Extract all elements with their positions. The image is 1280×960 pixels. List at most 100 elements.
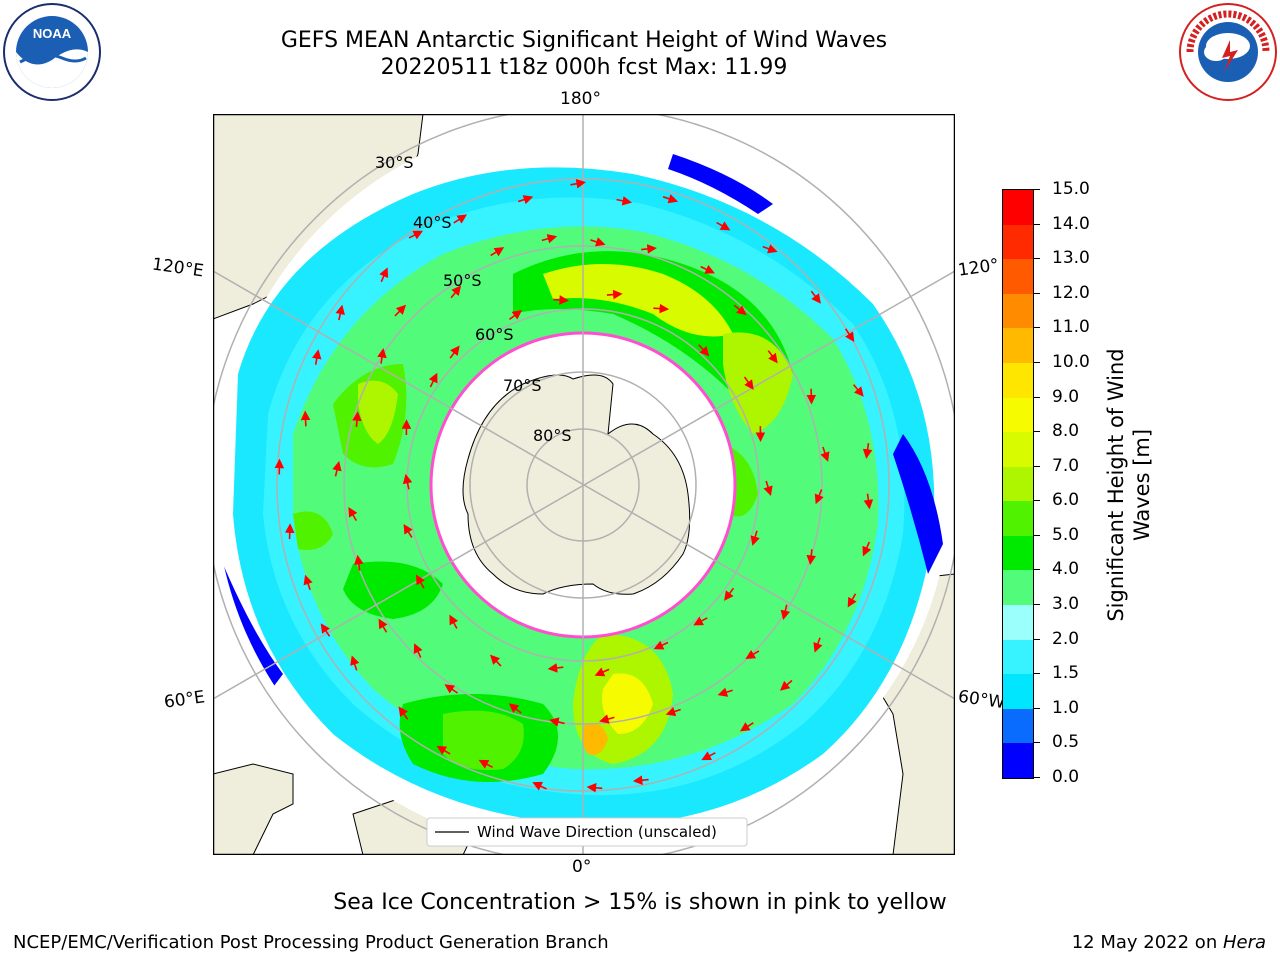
colorbar-tick-label: 8.0 (1034, 421, 1079, 441)
colorbar-tick-label: 15.0 (1034, 179, 1090, 199)
colorbar-segment (1003, 258, 1033, 294)
wave-arrow (863, 493, 874, 510)
wave-arrow (653, 640, 669, 650)
colorbar-tick-label: 1.5 (1034, 663, 1079, 683)
chart-title-line1: GEFS MEAN Antarctic Significant Height o… (280, 28, 888, 53)
wave-arrow (852, 384, 864, 397)
colorbar-segment (1003, 673, 1033, 709)
wave-arrow (700, 264, 715, 274)
wave-arrow (508, 703, 522, 714)
wave-arrow (311, 349, 322, 365)
colorbar-segment (1003, 535, 1033, 571)
colorbar-segment (1003, 569, 1033, 606)
colorbar-segment (1003, 466, 1033, 502)
wave-arrow (606, 289, 623, 300)
colorbar-tick-label: 4.0 (1034, 559, 1079, 579)
lon-label-upper-right: 120° (956, 255, 1001, 281)
lat-label-40s: 40°S (413, 213, 452, 232)
wave-arrow (724, 587, 735, 601)
wave-arrow (352, 411, 362, 428)
wave-arrow (862, 443, 873, 459)
map-legend: Wind Wave Direction (unscaled) (426, 817, 748, 847)
wave-arrow (490, 247, 505, 257)
wave-arrow (847, 593, 857, 608)
lon-label-lower-right: 60°W (956, 686, 1007, 714)
wave-arrow (335, 304, 345, 321)
colorbar-segment (1003, 639, 1033, 675)
antarctica-land (462, 374, 691, 595)
wave-arrow (402, 473, 413, 490)
wave-arrow (490, 654, 502, 667)
wave-arrow (377, 348, 387, 364)
lon-label-bottom: 0° (572, 857, 592, 877)
nws-logo (1179, 3, 1277, 101)
wave-arrow (820, 446, 830, 462)
wave-arrow (698, 344, 710, 357)
wave-arrow (665, 706, 681, 717)
lat-label-70s: 70°S (503, 376, 542, 395)
wave-arrow (594, 667, 610, 677)
wave-arrow (379, 267, 389, 283)
polar-map: 30°S 40°S 50°S 60°S 70°S 80°S Wind Wave … (213, 114, 955, 855)
lon-label-lower-left: 60°E (162, 687, 207, 713)
wave-arrow (844, 328, 855, 342)
wave-arrow (549, 717, 565, 727)
wave-arrow (428, 372, 438, 388)
footer-credit: NCEP/EMC/Verification Post Processing Pr… (13, 932, 609, 953)
colorbar-tick-label: 3.0 (1034, 594, 1079, 614)
colorbar-label: Significant Height of Wind Waves [m] (1103, 348, 1155, 621)
africa-land (213, 763, 294, 855)
wave-arrow (641, 244, 657, 254)
footer-date: 12 May 2022 on Hera (1072, 932, 1266, 953)
wave-arrow (716, 221, 731, 231)
wave-arrow (701, 751, 716, 761)
graticule (213, 114, 955, 855)
colorbar-tick-label: 0.5 (1034, 732, 1079, 752)
wave-arrow (350, 655, 360, 671)
colorbar-segment (1003, 742, 1033, 778)
colorbar-label-line1: Significant Height of Wind (1104, 348, 1128, 622)
wave-arrow (478, 759, 493, 769)
wave-arrow (436, 745, 451, 755)
wave-arrow (354, 554, 364, 571)
colorbar-segment (1003, 362, 1033, 398)
noaa-logo-text: NOAA (33, 26, 72, 41)
colorbar-tick-label: 7.0 (1034, 456, 1079, 476)
lat-label-60s: 60°S (475, 325, 514, 344)
lat-label-30s: 30°S (375, 153, 414, 172)
wave-arrow (810, 290, 821, 304)
wave-arrow (862, 541, 872, 557)
wave-arrow (813, 637, 823, 653)
lon-label-top: 180° (560, 89, 601, 109)
wave-arrow (553, 295, 570, 305)
colorbar-segment (1003, 293, 1033, 329)
colorbar-tick-label: 14.0 (1034, 214, 1090, 234)
footer-date-text: 12 May 2022 on (1071, 932, 1223, 953)
wave-arrow (300, 410, 311, 427)
colorbar-tick-label: 2.0 (1034, 629, 1079, 649)
wave-arrow (453, 214, 467, 224)
wave-arrow (616, 196, 633, 206)
wave-arrow (303, 574, 313, 591)
wave-arrow (449, 345, 460, 359)
wave-arrow (590, 237, 606, 247)
wave-arrow (762, 244, 778, 254)
wave-arrow (743, 376, 754, 390)
wave-arrow (750, 530, 760, 546)
wave-arrow (745, 649, 760, 659)
colorbar-segment (1003, 431, 1033, 467)
wave-arrow (570, 179, 586, 189)
wave-arrow (394, 304, 407, 317)
wave-arrow (767, 350, 778, 364)
wave-arrow (693, 616, 708, 626)
wave-arrow (780, 604, 790, 621)
colorbar-segment (1003, 224, 1033, 260)
lon-label-upper-left: 120°E (150, 254, 205, 282)
wave-arrow (662, 194, 679, 204)
colorbar-segment (1003, 500, 1033, 536)
wave-arrow (814, 489, 824, 505)
lat-label-50s: 50°S (443, 271, 482, 290)
lat-label-80s: 80°S (533, 426, 572, 445)
wave-arrow (733, 304, 747, 316)
wave-arrow (348, 506, 358, 522)
